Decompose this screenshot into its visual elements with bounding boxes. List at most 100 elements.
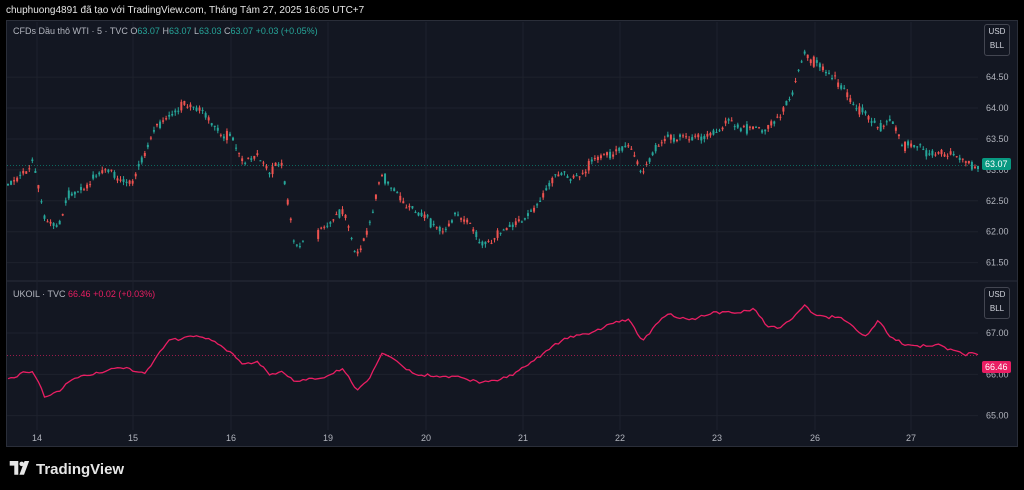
candle-body bbox=[171, 114, 174, 116]
x-tick-label: 16 bbox=[226, 433, 236, 443]
candle-body bbox=[797, 69, 800, 71]
candle-body bbox=[815, 60, 818, 63]
candle-body bbox=[134, 173, 137, 177]
candle-body bbox=[788, 99, 791, 101]
candle-body bbox=[663, 138, 666, 142]
candle-body bbox=[858, 106, 861, 115]
top-bar: chuphuong4891 đã tạo với TradingView.com… bbox=[0, 0, 1024, 20]
ukoil-unit-toggle[interactable]: USD BLL bbox=[984, 287, 1010, 319]
candle-body bbox=[572, 175, 575, 178]
candle-body bbox=[946, 155, 949, 157]
candle-body bbox=[751, 126, 754, 129]
candle-body bbox=[332, 219, 335, 221]
candle-body bbox=[420, 212, 423, 216]
open-value: 63.07 bbox=[137, 26, 160, 36]
candle-body bbox=[22, 170, 25, 174]
candle-body bbox=[55, 225, 58, 227]
candle-body bbox=[356, 251, 359, 254]
candle-body bbox=[688, 139, 691, 141]
candle-body bbox=[40, 201, 43, 203]
candle-body bbox=[253, 155, 256, 159]
candle-body bbox=[137, 164, 140, 167]
candle-body bbox=[958, 157, 961, 160]
candle-body bbox=[636, 161, 639, 165]
candle-body bbox=[721, 127, 724, 130]
candle-body bbox=[940, 149, 943, 155]
candle-body bbox=[25, 171, 28, 174]
candle-body bbox=[58, 220, 61, 225]
candle-body bbox=[225, 130, 228, 141]
candle-body bbox=[219, 134, 222, 136]
candle-body bbox=[247, 157, 250, 159]
candle-body bbox=[213, 125, 216, 127]
candle-body bbox=[484, 241, 487, 245]
candle-body bbox=[326, 225, 329, 227]
candle-body bbox=[730, 120, 733, 122]
candle-body bbox=[709, 133, 712, 136]
candle-body bbox=[146, 144, 149, 148]
candle-body bbox=[268, 172, 271, 175]
candle-body bbox=[289, 218, 292, 221]
candle-body bbox=[79, 187, 82, 191]
candle-body bbox=[183, 100, 186, 105]
candle-body bbox=[776, 116, 779, 118]
x-tick-label: 27 bbox=[906, 433, 916, 443]
candle-body bbox=[590, 159, 593, 162]
candle-body bbox=[633, 155, 636, 157]
candle-body bbox=[551, 177, 554, 184]
candle-body bbox=[64, 200, 67, 204]
candle-body bbox=[682, 135, 685, 137]
candle-body bbox=[791, 92, 794, 95]
y-tick-label: 62.50 bbox=[986, 196, 1009, 206]
candle-body bbox=[83, 189, 86, 191]
candle-body bbox=[210, 123, 213, 126]
candle-body bbox=[736, 124, 739, 128]
candle-body bbox=[609, 151, 612, 159]
candle-body bbox=[694, 135, 697, 137]
axes: 1415161920212223262761.5062.0062.5063.00… bbox=[32, 72, 1009, 443]
candle-body bbox=[441, 231, 444, 233]
high-label: H bbox=[162, 26, 169, 36]
candle-body bbox=[922, 148, 925, 150]
candle-body bbox=[113, 172, 116, 178]
tradingview-brand[interactable]: TradingView bbox=[8, 460, 124, 478]
y-tick-label: 61.50 bbox=[986, 258, 1009, 268]
candle-body bbox=[840, 85, 843, 89]
candle-body bbox=[432, 223, 435, 226]
candle-body bbox=[292, 240, 295, 242]
candle-body bbox=[824, 71, 827, 74]
candle-body bbox=[46, 221, 49, 223]
candle-body bbox=[925, 150, 928, 157]
candle-body bbox=[937, 152, 940, 154]
x-tick-label: 22 bbox=[615, 433, 625, 443]
candle-body bbox=[873, 120, 876, 123]
candle-body bbox=[444, 228, 447, 230]
ukoil-series-line bbox=[7, 303, 979, 398]
candle-body bbox=[685, 136, 688, 138]
candle-body bbox=[10, 180, 13, 185]
candle-body bbox=[897, 134, 900, 137]
candle-body bbox=[365, 230, 368, 235]
candle-body bbox=[742, 125, 745, 127]
y-tick-label: 66.00 bbox=[986, 369, 1009, 379]
candle-body bbox=[89, 184, 92, 186]
low-value: 63.03 bbox=[199, 26, 222, 36]
candle-body bbox=[390, 187, 393, 189]
candle-body bbox=[651, 152, 654, 156]
candle-body bbox=[517, 219, 520, 222]
candle-body bbox=[259, 160, 262, 162]
candle-body bbox=[7, 184, 9, 186]
wti-unit-toggle[interactable]: USD BLL bbox=[984, 24, 1010, 56]
candle-body bbox=[703, 136, 706, 139]
candle-body bbox=[669, 134, 672, 140]
candle-body bbox=[469, 222, 472, 224]
candle-body bbox=[560, 173, 563, 176]
x-tick-label: 15 bbox=[128, 433, 138, 443]
candle-body bbox=[575, 175, 578, 177]
wti-symbol[interactable]: CFDs Dầu thô WTI · 5 · TVC bbox=[13, 26, 128, 36]
candle-body bbox=[755, 126, 758, 128]
candle-body bbox=[399, 195, 402, 201]
ukoil-symbol[interactable]: UKOIL · TVC bbox=[13, 289, 66, 299]
candle-body bbox=[274, 162, 277, 166]
